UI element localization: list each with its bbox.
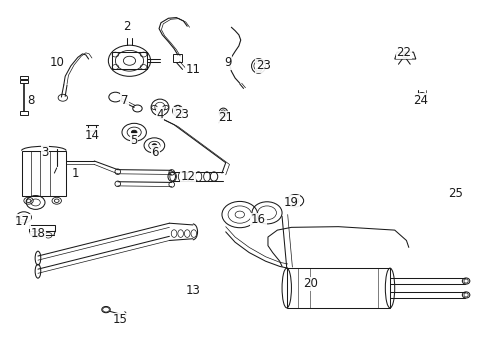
Text: 23: 23 — [255, 59, 270, 72]
Text: 24: 24 — [412, 94, 427, 107]
Text: 8: 8 — [27, 94, 35, 107]
Text: 3: 3 — [41, 146, 49, 159]
Text: 18: 18 — [30, 227, 45, 240]
Text: 13: 13 — [185, 284, 200, 297]
Circle shape — [221, 111, 225, 114]
Text: 17: 17 — [15, 215, 30, 228]
Bar — [20, 76, 27, 79]
Bar — [286, 268, 389, 308]
Bar — [21, 150, 66, 195]
Text: 19: 19 — [284, 196, 298, 209]
Bar — [173, 54, 181, 62]
Text: 20: 20 — [302, 277, 317, 290]
Text: 6: 6 — [151, 146, 159, 159]
Bar — [29, 225, 55, 231]
Text: 7: 7 — [121, 94, 128, 107]
Text: 15: 15 — [112, 314, 127, 327]
Bar — [20, 111, 27, 115]
Text: 1: 1 — [72, 167, 79, 180]
Text: 4: 4 — [156, 108, 163, 121]
Text: 25: 25 — [447, 187, 462, 200]
Bar — [111, 52, 147, 69]
Text: 2: 2 — [123, 20, 131, 33]
Text: 22: 22 — [396, 46, 411, 59]
Text: 14: 14 — [84, 129, 99, 141]
Text: 11: 11 — [185, 63, 200, 76]
Text: 23: 23 — [173, 108, 188, 121]
Circle shape — [131, 130, 137, 134]
Text: 10: 10 — [49, 56, 64, 69]
Bar — [20, 80, 27, 83]
Text: 21: 21 — [218, 111, 233, 124]
Circle shape — [152, 144, 156, 147]
Text: 12: 12 — [180, 170, 195, 183]
Text: 16: 16 — [250, 213, 265, 226]
Text: 9: 9 — [224, 56, 231, 69]
Text: 5: 5 — [130, 134, 138, 147]
